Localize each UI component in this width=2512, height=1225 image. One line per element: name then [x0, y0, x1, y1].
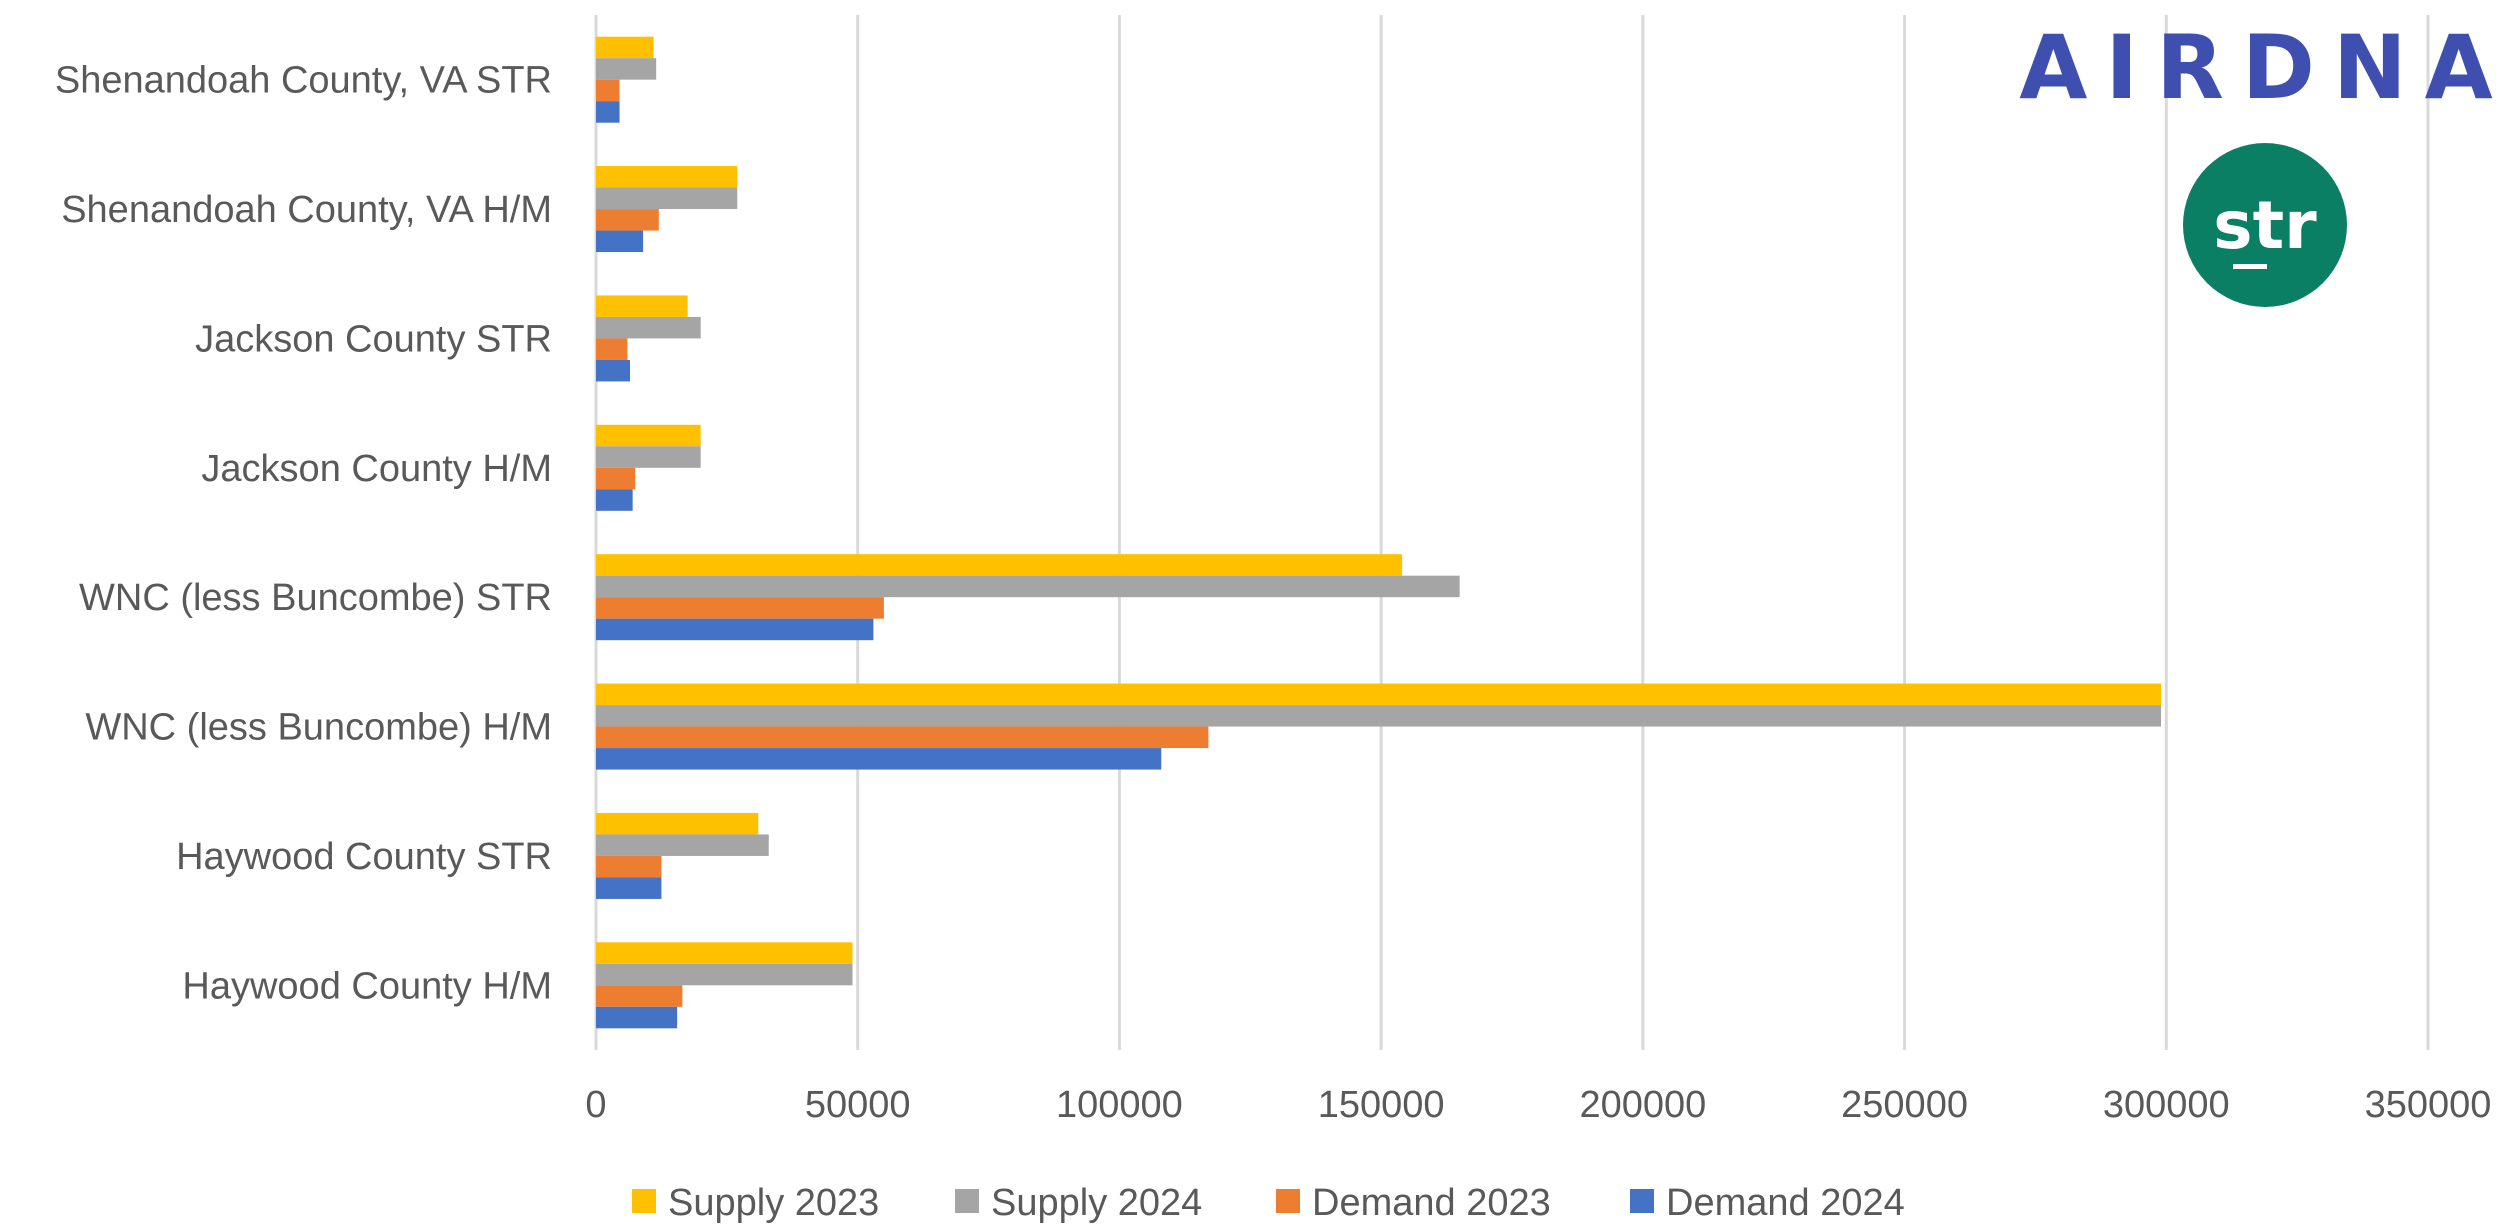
bars — [596, 36, 2162, 1029]
bar-demand-2024-0 — [596, 101, 620, 123]
legend-label-3: Demand 2024 — [1666, 1182, 1905, 1224]
gridlines — [594, 15, 2430, 1050]
bar-supply-2024-4 — [596, 575, 1460, 598]
bar-demand-2024-4 — [596, 618, 874, 641]
bar-demand-2024-2 — [596, 359, 631, 382]
x-axis-ticks: 0 50000 100000 150000 200000 250000 300000 3500… — [585, 1084, 2491, 1126]
bar-demand-2023-6 — [596, 855, 662, 878]
airdna-logo-text: AIRDNA — [2019, 16, 2510, 119]
legend-label-2: Demand 2023 — [1312, 1182, 1551, 1224]
bar-supply-2024-1 — [596, 187, 738, 210]
legend-label-1: Supply 2024 — [991, 1182, 1202, 1224]
x-tick-label-4: 200000 — [1579, 1084, 1706, 1126]
bar-supply-2023-1 — [596, 166, 738, 188]
x-tick-label-5: 250000 — [1841, 1084, 1968, 1126]
str-logo-underline — [2233, 264, 2267, 269]
category-labels: Shenandoah County, VA STR Shenandoah Coun… — [55, 60, 552, 1008]
category-label-7: Haywood County H/M — [182, 965, 552, 1007]
bar-supply-2023-6 — [596, 812, 759, 835]
legend-swatch-3 — [1630, 1189, 1654, 1213]
legend-swatch-1 — [955, 1189, 979, 1213]
bar-supply-2023-4 — [596, 554, 1403, 576]
str-logo: str — [2183, 143, 2347, 307]
bar-demand-2024-3 — [596, 489, 633, 511]
bar-supply-2024-3 — [596, 446, 701, 468]
bar-supply-2023-2 — [596, 295, 688, 317]
category-label-0: Shenandoah County, VA STR — [55, 60, 552, 102]
category-label-3: Jackson County H/M — [201, 448, 552, 490]
category-label-5: WNC (less Buncombe) H/M — [85, 707, 552, 749]
bar-demand-2023-2 — [596, 338, 628, 360]
bar-supply-2024-0 — [596, 58, 657, 80]
bar-supply-2024-2 — [596, 316, 701, 339]
x-tick-label-0: 0 — [585, 1084, 606, 1126]
bar-supply-2023-0 — [596, 36, 654, 59]
airdna-logo: AIRDNA — [2019, 16, 2510, 119]
x-tick-label-1: 50000 — [805, 1084, 911, 1126]
bar-supply-2023-7 — [596, 942, 853, 964]
bar-supply-2024-5 — [596, 705, 2162, 727]
legend: Supply 2023 Supply 2024 Demand 2023 Demand … — [632, 1182, 1905, 1224]
legend-label-0: Supply 2023 — [668, 1182, 879, 1224]
bar-demand-2023-1 — [596, 209, 659, 231]
category-label-6: Haywood County STR — [176, 836, 552, 878]
category-label-2: Jackson County STR — [195, 318, 552, 360]
bar-demand-2023-4 — [596, 597, 884, 619]
legend-swatch-0 — [632, 1189, 656, 1213]
x-tick-label-2: 100000 — [1056, 1084, 1183, 1126]
category-label-1: Shenandoah County, VA H/M — [61, 189, 552, 231]
bar-demand-2024-5 — [596, 748, 1162, 770]
category-label-4: WNC (less Buncombe) STR — [79, 577, 552, 619]
bar-demand-2023-5 — [596, 726, 1209, 749]
x-tick-label-6: 300000 — [2103, 1084, 2230, 1126]
bar-supply-2024-7 — [596, 963, 853, 986]
str-logo-text: str — [2213, 187, 2317, 264]
str-logo-circle — [2183, 143, 2347, 307]
x-tick-label-7: 350000 — [2365, 1084, 2492, 1126]
bar-demand-2023-0 — [596, 79, 620, 102]
bar-demand-2024-7 — [596, 1006, 678, 1029]
bar-supply-2023-3 — [596, 424, 701, 447]
bar-demand-2023-7 — [596, 985, 683, 1007]
bar-demand-2024-1 — [596, 230, 644, 253]
legend-swatch-2 — [1276, 1189, 1300, 1213]
bar-demand-2023-3 — [596, 467, 636, 490]
x-tick-label-3: 150000 — [1318, 1084, 1445, 1126]
bar-supply-2024-6 — [596, 834, 769, 856]
bar-demand-2024-6 — [596, 877, 662, 899]
bar-supply-2023-5 — [596, 683, 2162, 706]
